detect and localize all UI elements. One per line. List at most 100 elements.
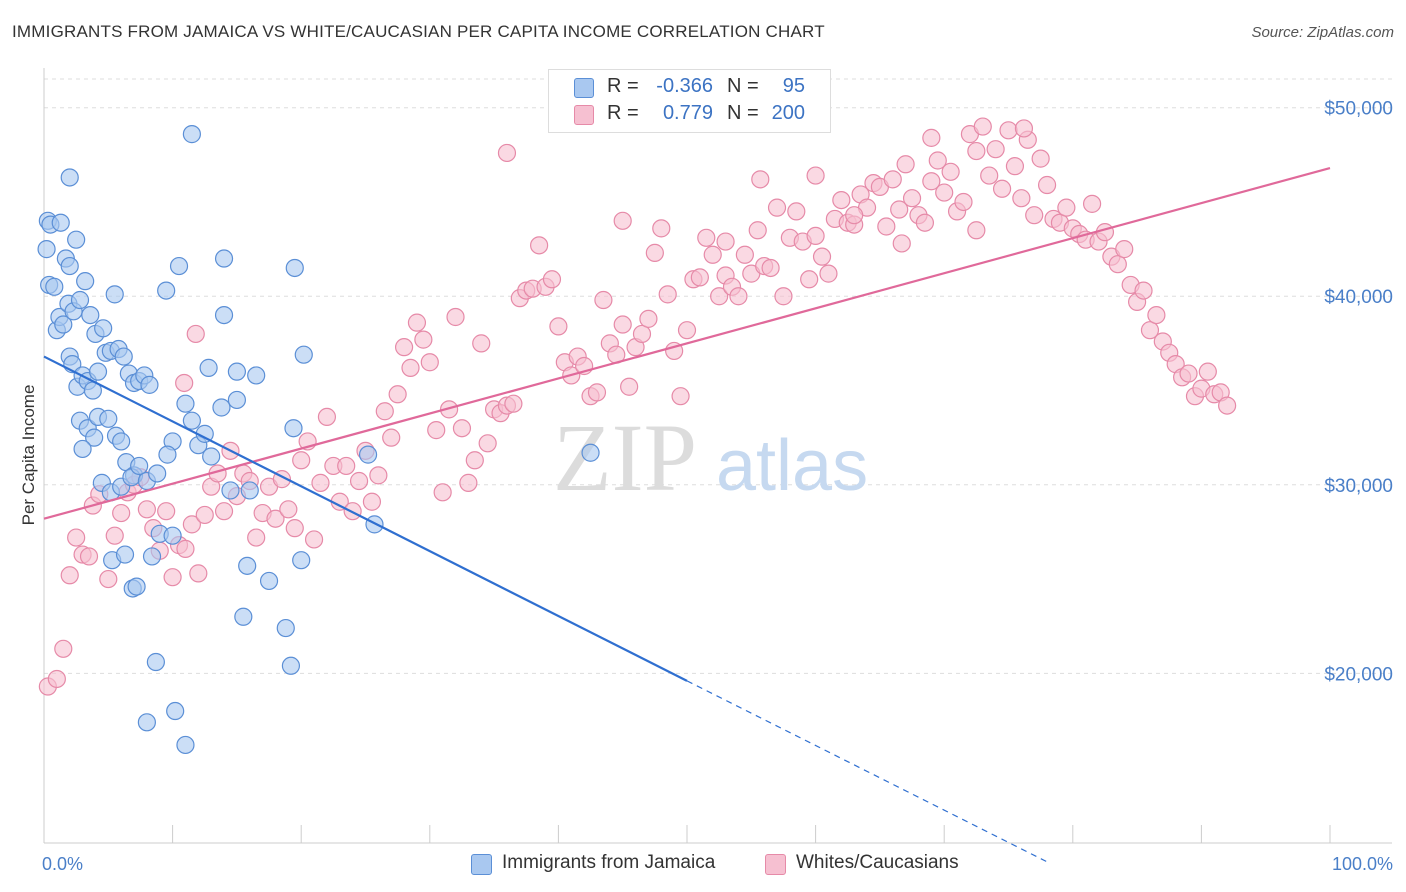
point-whites xyxy=(375,402,394,421)
point-whites xyxy=(883,170,902,189)
point-whites xyxy=(632,324,652,344)
point-jamaica xyxy=(259,571,279,591)
point-whites xyxy=(729,287,748,306)
point-whites xyxy=(819,264,838,283)
point-whites xyxy=(388,385,407,404)
point-jamaica xyxy=(292,551,311,570)
point-whites xyxy=(832,190,851,210)
point-whites xyxy=(980,166,999,185)
point-whites xyxy=(716,232,735,251)
trend-line-jamaica xyxy=(43,355,688,682)
point-jamaica xyxy=(45,277,64,296)
point-whites xyxy=(285,519,304,538)
point-whites xyxy=(1031,149,1050,168)
legend-r-label: R = xyxy=(607,102,639,124)
point-whites xyxy=(54,639,73,658)
x-tick-label-min: 0.0% xyxy=(42,854,83,874)
point-jamaica xyxy=(81,305,100,325)
point-jamaica xyxy=(234,607,253,626)
point-whites xyxy=(735,245,754,264)
point-whites xyxy=(60,566,79,585)
point-jamaica xyxy=(130,456,149,476)
watermark-atlas: atlas xyxy=(716,426,868,506)
point-jamaica xyxy=(284,419,303,438)
point-jamaica xyxy=(281,656,301,675)
point-whites xyxy=(941,162,960,181)
point-jamaica xyxy=(176,735,195,755)
point-jamaica xyxy=(54,315,73,334)
legend: R = -0.366 N = 95 R = 0.779 N = 200 xyxy=(548,69,831,133)
legend-row-whites: R = 0.779 N = 200 xyxy=(549,101,830,127)
point-whites xyxy=(690,268,709,287)
point-whites xyxy=(922,128,941,147)
point-whites xyxy=(1037,175,1057,195)
point-whites xyxy=(407,313,427,332)
point-whites xyxy=(1108,255,1127,274)
point-jamaica xyxy=(140,375,159,394)
point-jamaica xyxy=(114,347,133,366)
point-whites xyxy=(542,270,562,289)
point-whites xyxy=(677,321,697,340)
point-jamaica xyxy=(85,428,104,447)
bottom-legend-swatch-pink xyxy=(765,854,786,875)
point-whites xyxy=(504,394,523,413)
point-whites xyxy=(594,290,613,310)
point-whites xyxy=(645,243,664,262)
legend-row-jamaica: R = -0.366 N = 95 xyxy=(549,74,830,100)
point-whites xyxy=(710,287,729,306)
point-jamaica xyxy=(214,305,234,325)
point-whites xyxy=(613,211,632,230)
point-whites xyxy=(800,270,819,289)
point-jamaica xyxy=(105,285,124,304)
point-whites xyxy=(806,166,825,185)
point-whites xyxy=(1198,362,1217,381)
legend-n-value: 95 xyxy=(782,75,805,97)
point-jamaica xyxy=(212,398,231,417)
point-whites xyxy=(337,456,356,476)
point-jamaica xyxy=(285,258,304,278)
point-whites xyxy=(420,353,439,372)
point-whites xyxy=(189,564,208,583)
y-tick-label: $20,000 xyxy=(1324,664,1393,685)
bottom-legend-label: Whites/Caucasians xyxy=(796,852,959,873)
bottom-legend-swatch-blue xyxy=(471,854,492,875)
point-jamaica xyxy=(176,394,195,413)
point-jamaica xyxy=(146,652,165,672)
point-whites xyxy=(99,569,118,589)
point-whites xyxy=(922,172,941,191)
point-whites xyxy=(137,500,156,519)
point-whites xyxy=(414,330,433,349)
point-whites xyxy=(478,434,497,453)
point-whites xyxy=(1014,119,1034,138)
point-jamaica xyxy=(76,272,95,291)
point-whites xyxy=(79,547,99,566)
y-tick-label: $50,000 xyxy=(1324,99,1393,120)
point-whites xyxy=(157,502,176,521)
point-jamaica xyxy=(202,447,221,466)
point-whites xyxy=(767,198,787,217)
point-whites xyxy=(658,285,677,304)
x-tick-label-max: 100.0% xyxy=(1332,854,1393,874)
point-whites xyxy=(163,568,182,587)
point-jamaica xyxy=(142,547,162,566)
point-whites xyxy=(639,309,658,328)
y-tick-label: $30,000 xyxy=(1324,476,1393,497)
point-jamaica xyxy=(581,443,600,462)
point-jamaica xyxy=(99,409,118,428)
point-whites xyxy=(279,500,298,519)
point-whites xyxy=(1179,364,1198,383)
point-jamaica xyxy=(227,390,246,410)
point-jamaica xyxy=(182,411,201,430)
point-whites xyxy=(1057,198,1076,217)
point-whites xyxy=(967,141,986,161)
point-whites xyxy=(613,315,632,334)
point-whites xyxy=(1082,194,1102,213)
point-jamaica xyxy=(214,249,234,268)
point-jamaica xyxy=(163,526,182,545)
trend-lines xyxy=(43,166,1331,863)
point-jamaica xyxy=(227,362,246,381)
point-whites xyxy=(967,221,986,240)
point-jamaica xyxy=(166,701,185,721)
point-whites xyxy=(587,383,607,402)
point-whites xyxy=(549,317,568,336)
